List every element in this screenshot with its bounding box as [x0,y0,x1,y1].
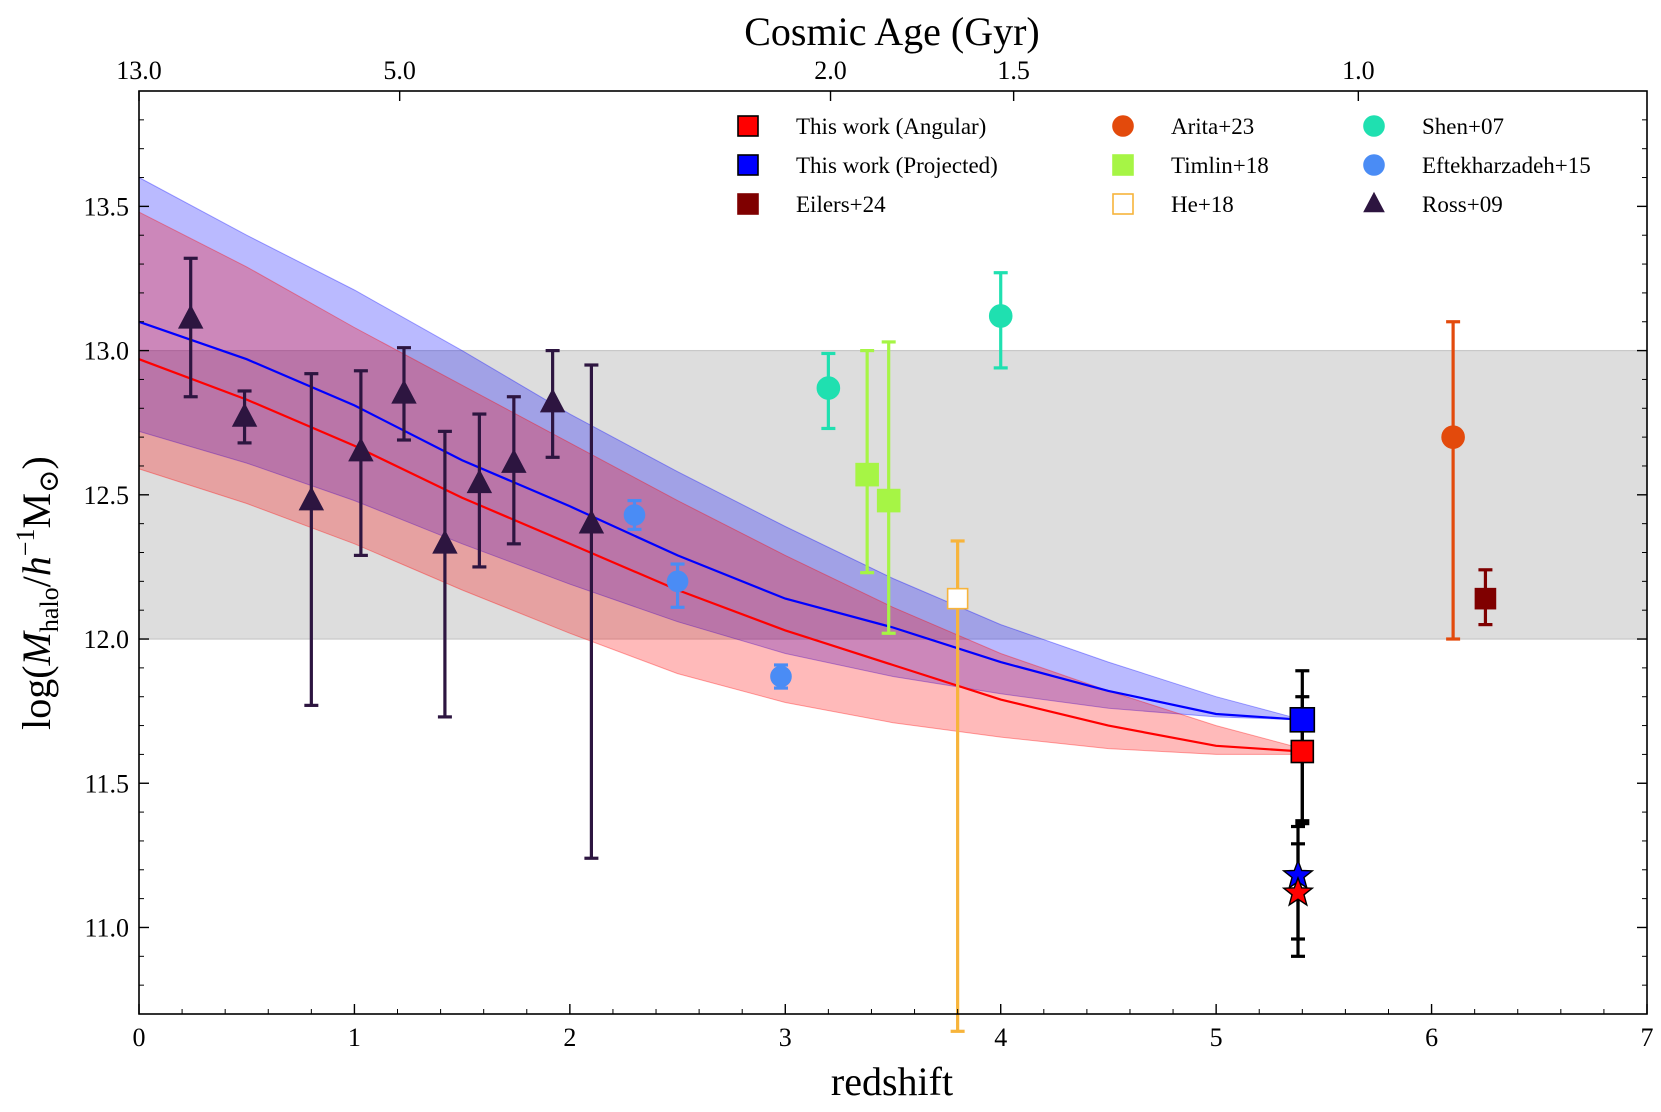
legend-marker [1363,191,1385,213]
top-tick-label: 13.0 [116,56,162,85]
x-axis-title: redshift [831,1059,953,1104]
legend-item-arita-23: Arita+23 [1112,114,1254,139]
legend-marker [1112,193,1134,215]
x-tick-label: 2 [563,1023,576,1052]
legend-label: Arita+23 [1171,114,1254,139]
legend-marker [1363,154,1385,176]
y-tick-label: 11.0 [84,913,129,942]
legend-label: This work (Angular) [796,114,986,139]
ross-09-marker-2 [298,486,325,511]
shen-07-marker-0 [816,376,841,400]
shen-07-marker-1 [988,304,1013,328]
x-tick-label: 3 [779,1023,792,1052]
legend-marker [737,115,759,137]
ross-09-marker-0 [177,304,204,329]
ross-09-marker-6 [466,468,493,494]
timlin-18-marker-0 [855,462,879,487]
legend-marker [737,154,759,176]
ross-09-marker-5 [432,529,458,554]
this-work-projected-marker-0 [1289,706,1316,733]
legend-label: Eilers+24 [796,192,886,217]
top-tick-label: 5.0 [383,56,416,85]
model-line-1 [138,358,1303,753]
eftekharzadeh-15-marker-0 [623,504,646,526]
arita-23-errorbar-0 [1446,320,1461,641]
legend-item-this-work-projected: This work (Projected) [737,153,998,178]
x-tick-label: 4 [994,1023,1007,1052]
legend-item-timlin-18: Timlin+18 [1112,153,1269,178]
legend-label: Eftekharzadeh+15 [1422,153,1591,178]
top-tick-label: 2.0 [814,56,847,85]
ross-09-marker-8 [539,388,566,413]
legend-label: Shen+07 [1422,114,1504,139]
eftekharzadeh-15-marker-1 [666,570,689,593]
legend-marker [1112,115,1134,137]
legend-marker [737,193,759,215]
ross-09-marker-1 [231,402,258,427]
star-ff0000-marker-0 [1281,875,1315,907]
y-tick-label: 13.5 [84,192,130,221]
legend-label: Timlin+18 [1171,153,1269,178]
eftekharzadeh-15-marker-2 [770,665,792,688]
y-tick-label: 13.0 [84,337,130,366]
top-axis-title: Cosmic Age (Gyr) [744,9,1040,54]
legend-label: Ross+09 [1422,192,1503,217]
top-tick-label: 1.5 [997,56,1030,85]
x-tick-label: 1 [348,1023,361,1052]
this-work-angular-marker-0 [1290,739,1315,764]
timlin-18-errorbar-0 [860,348,875,575]
x-tick-label: 5 [1210,1023,1223,1052]
ross-09-marker-3 [348,437,374,462]
legend-item-shen-07: Shen+07 [1363,114,1504,139]
legend-marker [1112,154,1134,176]
legend-item-ross-09: Ross+09 [1363,191,1503,217]
ross-09-errorbar-2 [304,372,319,707]
y-axis-title: log(Mhalo/h−1M⊙) [11,456,65,730]
legend-item-eftekharzadeh-15: Eftekharzadeh+15 [1363,153,1591,178]
legend-marker [1363,115,1385,137]
timlin-18-errorbar-1 [881,340,896,635]
ross-09-marker-4 [391,379,417,404]
ross-09-errorbar-3 [353,369,368,557]
legend-item-this-work-angular: This work (Angular) [737,114,986,139]
legend-item-he-18: He+18 [1112,192,1234,217]
model-line-0 [138,320,1303,721]
timlin-18-marker-1 [876,488,901,513]
ross-09-errorbar-5 [437,429,452,719]
ross-09-marker-7 [501,448,527,473]
top-tick-label: 1.0 [1342,56,1375,85]
ross-09-errorbar-9 [584,363,599,860]
y-tick-label: 12.0 [84,625,130,654]
x-tick-label: 0 [133,1023,146,1052]
y-tick-label: 12.5 [84,481,130,510]
y-tick-label: 11.5 [84,769,129,798]
he-18-errorbar-0 [950,539,965,1033]
x-tick-label: 7 [1641,1023,1654,1052]
eilers-24-marker-0 [1474,587,1497,610]
ross-09-marker-9 [578,509,605,534]
legend-label: He+18 [1171,192,1234,217]
he-18-marker-0 [946,587,969,610]
x-tick-label: 6 [1425,1023,1438,1052]
arita-23-marker-0 [1441,425,1465,449]
legend-label: This work (Projected) [796,153,998,178]
legend-item-eilers-24: Eilers+24 [737,192,886,217]
